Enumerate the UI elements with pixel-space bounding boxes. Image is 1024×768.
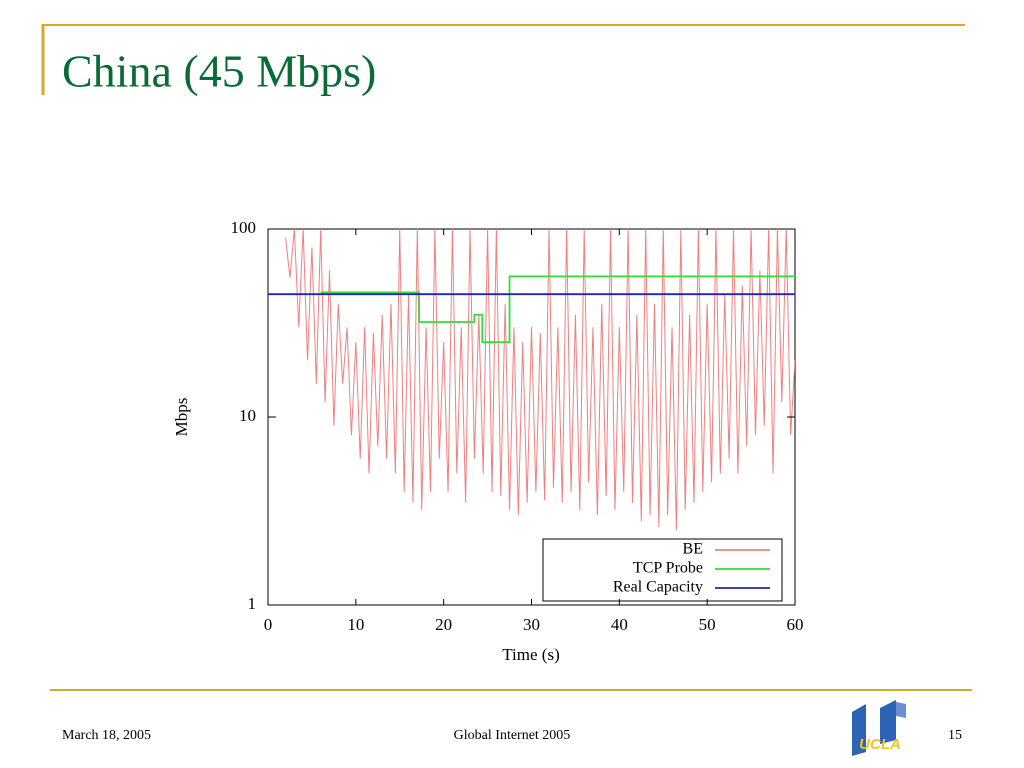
x-tick-label: 0 xyxy=(264,615,273,634)
legend-label: Real Capacity xyxy=(613,579,703,596)
y-tick-label: 10 xyxy=(239,406,256,425)
x-tick-label: 30 xyxy=(523,615,540,634)
page-number: 15 xyxy=(948,728,962,743)
y-axis-label: Mbps xyxy=(172,398,191,437)
logo-text: UCLA xyxy=(859,736,901,753)
logo: UCLA xyxy=(852,700,906,756)
footer-text: Global Internet 2005 xyxy=(454,728,571,743)
series-line xyxy=(285,229,795,531)
footer-date: March 18, 2005 xyxy=(62,728,151,743)
x-axis-label: Time (s) xyxy=(502,645,559,664)
y-tick-label: 100 xyxy=(231,218,257,237)
legend-label: TCP Probe xyxy=(633,560,703,577)
x-tick-label: 40 xyxy=(611,615,628,634)
slide-title: China (45 Mbps) xyxy=(62,46,376,97)
x-tick-label: 50 xyxy=(699,615,716,634)
legend-label: BE xyxy=(683,541,703,558)
x-tick-label: 60 xyxy=(787,615,804,634)
y-tick-label: 1 xyxy=(248,594,257,613)
x-tick-label: 20 xyxy=(435,615,452,634)
series-line xyxy=(320,275,795,344)
x-tick-label: 10 xyxy=(347,615,364,634)
plot-area xyxy=(268,229,795,531)
